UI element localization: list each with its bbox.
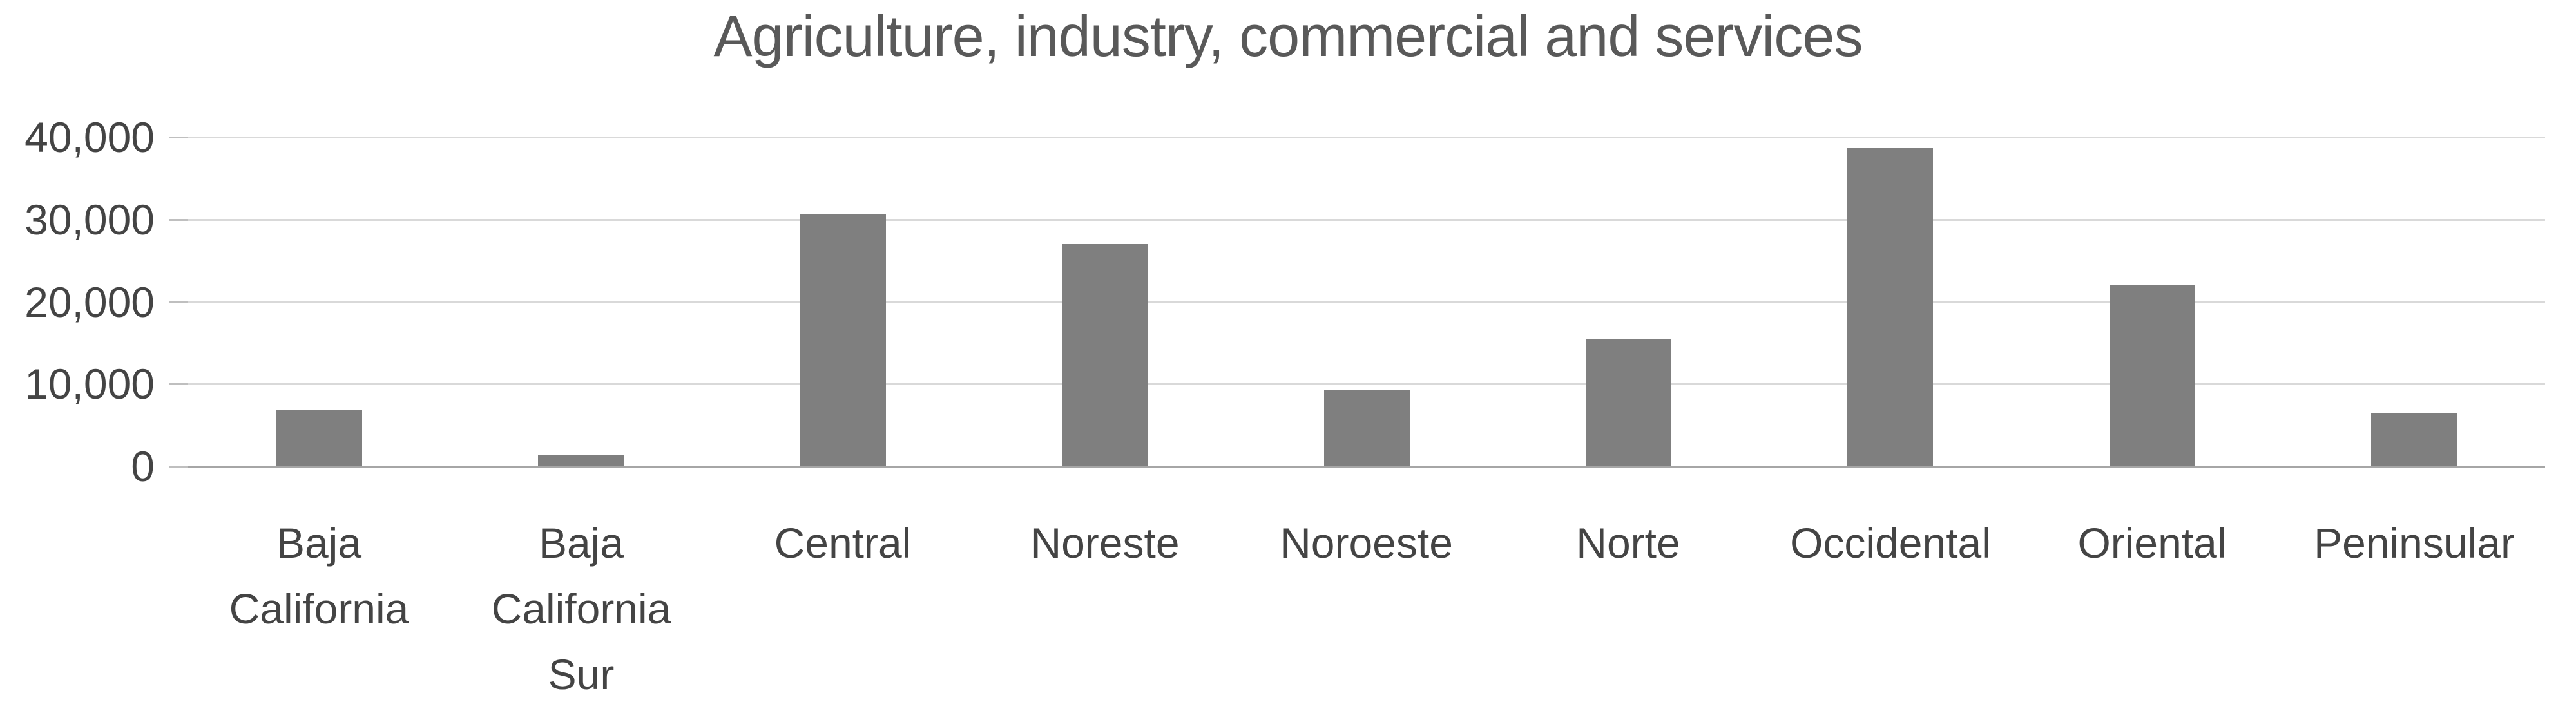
x-axis-category-label: Peninsular (2314, 519, 2515, 567)
x-axis-category-label: Noreste (1030, 519, 1180, 567)
y-axis-tick-mark (169, 301, 188, 303)
y-axis-tick-label: 40,000 (24, 113, 155, 161)
bar-occidental (1847, 148, 1933, 466)
bar-baja-california-sur (538, 455, 624, 466)
y-axis-tick-label: 10,000 (24, 360, 155, 408)
y-axis-tick-label: 30,000 (24, 196, 155, 243)
gridline (188, 383, 2545, 385)
gridline (188, 219, 2545, 221)
bar-norte (1586, 339, 1671, 466)
y-axis-tick-label: 20,000 (24, 278, 155, 326)
gridline (188, 137, 2545, 138)
x-axis-category-label: Baja California Sur (491, 519, 671, 698)
chart-title: Agriculture, industry, commercial and se… (713, 5, 1863, 69)
y-axis-tick-mark (169, 137, 188, 138)
x-axis-category-label: Norte (1576, 519, 1680, 567)
bar-central (800, 214, 886, 466)
y-axis-tick-mark (169, 219, 188, 221)
y-axis-tick-label: 0 (131, 442, 155, 490)
x-axis-category-label: Central (774, 519, 912, 567)
x-axis-baseline (188, 466, 2545, 468)
x-axis-category-label: Occidental (1790, 519, 1991, 567)
bar-oriental (2110, 285, 2195, 466)
bar-noreste (1062, 244, 1148, 466)
bar-peninsular (2371, 413, 2457, 466)
y-axis-tick-mark (169, 383, 188, 385)
x-axis-category-label: Baja California (229, 519, 409, 632)
x-axis-category-label: Oriental (2077, 519, 2227, 567)
y-axis-tick-mark (169, 466, 188, 468)
x-axis-category-label: Noroeste (1280, 519, 1453, 567)
gridline (188, 301, 2545, 303)
bar-noroeste (1324, 390, 1410, 466)
bar-baja-california (276, 410, 362, 466)
